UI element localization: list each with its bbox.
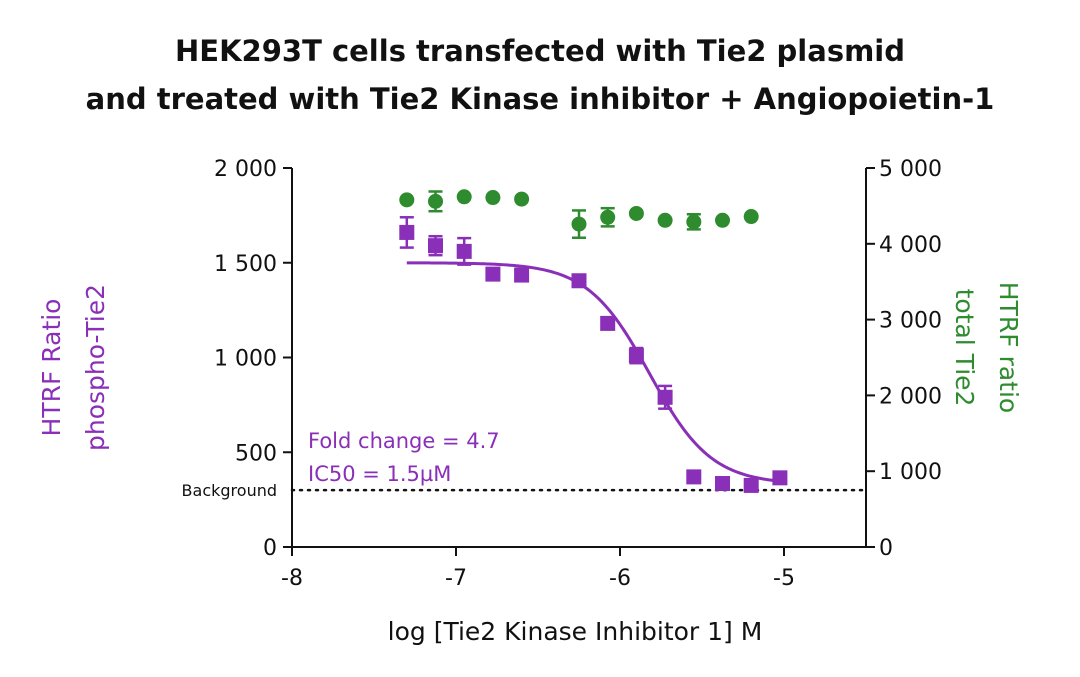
phospho-tie2-point: [628, 348, 644, 364]
y-left-axis-title-line: phospho-Tie2: [81, 284, 110, 451]
y-right-tick-label: 4 000: [879, 233, 942, 258]
phospho-tie2-point: [743, 477, 759, 493]
x-tick-label: -6: [609, 566, 631, 591]
y-left-tick-label: 2 000: [214, 157, 277, 182]
total-tie2-point: [485, 190, 501, 206]
y-left-axis-title-line: HTRF Ratio: [37, 299, 66, 437]
y-right-tick-label: 1 000: [879, 460, 942, 485]
phospho-tie2-point: [772, 470, 788, 486]
y-right-axis-title-line: HTRF ratio: [994, 282, 1023, 413]
total-tie2-point: [715, 212, 730, 228]
annotation-text: IC50 = 1.5µM: [308, 462, 451, 486]
total-tie2-point: [743, 209, 759, 225]
total-tie2-point: [399, 192, 415, 208]
phospho-tie2-point: [456, 243, 472, 259]
x-tick-label: -7: [445, 566, 467, 591]
phospho-tie2-point: [686, 469, 702, 485]
y-right-tick-label: 5 000: [879, 157, 942, 182]
chart-title-line-1: HEK293T cells transfected with Tie2 plas…: [174, 34, 905, 68]
x-tick-label: -5: [773, 566, 795, 591]
y-right-tick-label: 3 000: [879, 309, 942, 334]
total-tie2-point: [686, 214, 702, 230]
x-tick-label: -8: [281, 566, 303, 591]
phospho-tie2-point: [657, 389, 673, 405]
y-left-tick-label: 500: [235, 441, 277, 466]
phospho-tie2-point: [399, 224, 415, 240]
total-tie2-point: [571, 216, 587, 232]
phospho-tie2-point: [600, 315, 616, 331]
phospho-tie2-point: [514, 267, 530, 283]
y-right-axis-title-line: total Tie2: [950, 289, 979, 407]
x-axis-title: log [Tie2 Kinase Inhibitor 1] M: [388, 617, 763, 646]
total-tie2-point: [657, 212, 673, 228]
total-tie2-point: [514, 191, 530, 207]
background-label: Background: [182, 481, 277, 500]
phospho-tie2-point: [571, 273, 587, 289]
phospho-tie2-point: [485, 266, 501, 282]
y-right-axis-title: HTRF ratio total Tie2: [950, 282, 1023, 413]
total-tie2-point: [628, 205, 644, 221]
y-left-tick-label: 1 000: [214, 347, 277, 372]
y-left-tick-label: 0: [263, 536, 277, 561]
total-tie2-point: [600, 209, 616, 225]
y-left-axis-title: HTRF Ratio phospho-Tie2: [37, 284, 110, 451]
chart-title-line-2: and treated with Tie2 Kinase inhibitor +…: [85, 82, 995, 116]
y-right-tick-label: 0: [879, 536, 893, 561]
phospho-tie2-point: [428, 238, 443, 254]
annotation-text: Fold change = 4.7: [308, 429, 500, 453]
phospho-tie2-point: [715, 476, 730, 492]
total-tie2-point: [428, 193, 443, 209]
total-tie2-point: [456, 189, 472, 205]
y-left-tick-label: 1 500: [214, 252, 277, 277]
y-right-tick-label: 2 000: [879, 384, 942, 409]
